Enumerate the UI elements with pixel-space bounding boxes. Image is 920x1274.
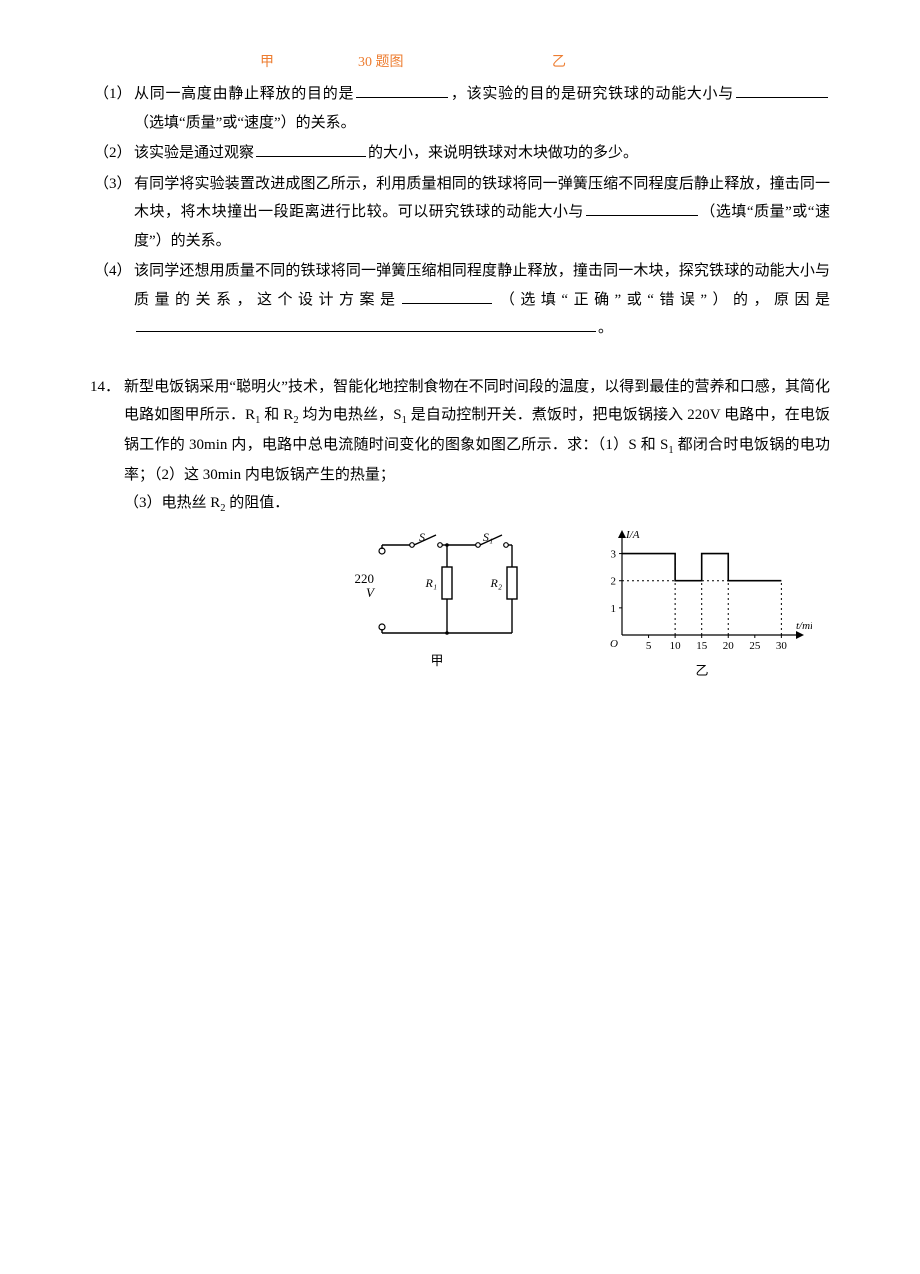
svg-text:1: 1 [611, 603, 617, 615]
svg-text:10: 10 [670, 640, 682, 652]
part-number: （2） [90, 139, 134, 168]
circuit-figure: S S₁ R₁ R₂ 220V 甲 [342, 525, 532, 684]
svg-text:S: S [419, 530, 425, 544]
svg-text:R₂: R₂ [489, 576, 502, 590]
figures-row: S S₁ R₁ R₂ 220V 甲 1 2 3 5 10 15 20 25 30 O I/A t/min 乙 [324, 525, 830, 684]
part-number: （4） [90, 257, 134, 343]
question-number: 14． [90, 373, 124, 685]
svg-text:2: 2 [611, 576, 617, 588]
text: 的大小，来说明铁球对木块做功的多少。 [368, 145, 638, 161]
svg-text:V: V [366, 585, 376, 600]
svg-text:t/min: t/min [796, 620, 812, 632]
text: （选填“正确”或“错误”）的，原因是 [494, 292, 830, 308]
question-body: 新型电饭锅采用“聪明火”技术，智能化地控制食物在不同时间段的温度，以得到最佳的营… [124, 373, 830, 685]
svg-text:O: O [610, 638, 618, 650]
svg-text:30: 30 [776, 640, 788, 652]
svg-text:20: 20 [723, 640, 735, 652]
svg-text:R₁: R₁ [424, 576, 437, 590]
blank-field [356, 83, 448, 98]
part-number: （3） [90, 170, 134, 256]
q13-part-3: （3） 有同学将实验装置改进成图乙所示，利用质量相同的铁球将同一弹簧压缩不同程度… [90, 170, 830, 256]
svg-text:3: 3 [611, 549, 617, 561]
blank-field [136, 317, 596, 332]
part-body: 该同学还想用质量不同的铁球将同一弹簧压缩相同程度静止释放，撞击同一木块，探究铁球… [134, 257, 830, 343]
part-body: 该实验是通过观察 的大小，来说明铁球对木块做功的多少。 [134, 139, 830, 168]
q14-line3: （3）电热丝 R2 的阻值． [124, 489, 830, 519]
blank-field [586, 201, 698, 216]
svg-text:5: 5 [646, 640, 652, 652]
part-number: （1） [90, 80, 134, 137]
part-body: 从同一高度由静止释放的目的是 ，该实验的目的是研究铁球的动能大小与 （选填“质量”或… [134, 80, 830, 137]
question-14-block: 14． 新型电饭锅采用“聪明火”技术，智能化地控制食物在不同时间段的温度，以得到… [90, 373, 830, 685]
blank-field [402, 289, 492, 304]
svg-text:25: 25 [749, 640, 761, 652]
circuit-diagram: S S₁ R₁ R₂ 220V [342, 525, 532, 645]
svg-text:220: 220 [355, 571, 375, 586]
q13-part-1: （1） 从同一高度由静止释放的目的是 ，该实验的目的是研究铁球的动能大小与 （选填“… [90, 80, 830, 137]
graph-figure: 1 2 3 5 10 15 20 25 30 O I/A t/min 乙 [592, 525, 812, 684]
text: 。 [598, 320, 613, 336]
text: （选填“质量”或“速度”）的关系。 [134, 115, 356, 131]
q13-part-2: （2） 该实验是通过观察 的大小，来说明铁球对木块做功的多少。 [90, 139, 830, 168]
text: 该实验是通过观察 [134, 145, 254, 161]
question-13-block: （1） 从同一高度由静止释放的目的是 ，该实验的目的是研究铁球的动能大小与 （选填“… [90, 80, 830, 343]
q13-part-4: （4） 该同学还想用质量不同的铁球将同一弹簧压缩相同程度静止释放，撞击同一木块，… [90, 257, 830, 343]
blank-field [736, 83, 828, 98]
current-time-graph: 1 2 3 5 10 15 20 25 30 O I/A t/min [592, 525, 812, 655]
svg-text:S₁: S₁ [483, 530, 493, 544]
graph-label: 乙 [592, 659, 812, 684]
circuit-label: 甲 [342, 649, 532, 674]
label-jia: 甲 [260, 50, 274, 77]
text: 从同一高度由静止释放的目的是 [134, 86, 354, 102]
label-yi: 乙 [552, 50, 566, 77]
part-body: 有同学将实验装置改进成图乙所示，利用质量相同的铁球将同一弹簧压缩不同程度后静止释… [134, 170, 830, 256]
label-title: 30 题图 [358, 50, 404, 77]
q14-text: 新型电饭锅采用“聪明火”技术，智能化地控制食物在不同时间段的温度，以得到最佳的营… [124, 373, 830, 490]
text: ，该实验的目的是研究铁球的动能大小与 [450, 86, 734, 102]
svg-text:15: 15 [696, 640, 708, 652]
figure-caption-row: 甲 30 题图 乙 [90, 50, 830, 76]
svg-text:I/A: I/A [625, 529, 640, 541]
blank-field [256, 142, 366, 157]
